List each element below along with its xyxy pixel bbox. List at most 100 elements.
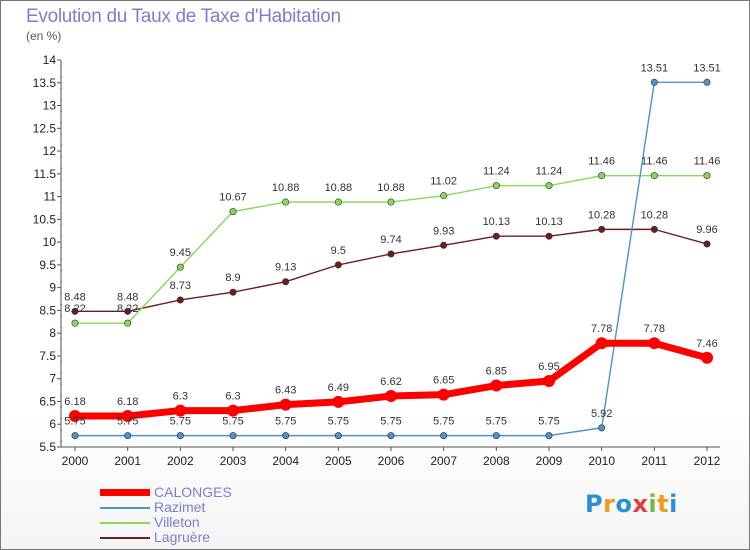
y-minor-dot: [60, 360, 62, 363]
y-minor-dot: [60, 224, 62, 226]
y-tick-label: 9.5: [39, 258, 56, 272]
logo-letter: i: [648, 490, 658, 518]
legend-swatch: [100, 489, 150, 496]
y-minor-dot: [60, 303, 62, 306]
y-minor-dot: [60, 201, 62, 204]
y-tick-label: 9: [49, 281, 56, 295]
data-label: 7.78: [644, 323, 665, 335]
data-label: 9.74: [380, 234, 401, 246]
y-tick-label: 7: [49, 372, 56, 386]
y-tick-label: 10: [43, 235, 57, 249]
data-point: [385, 390, 397, 403]
data-label: 5.75: [275, 416, 296, 428]
data-point: [648, 337, 661, 350]
y-minor-dot: [60, 372, 62, 374]
y-minor-dot: [60, 394, 62, 397]
data-point: [387, 432, 395, 440]
y-minor-dot: [60, 406, 62, 409]
data-label: 5.75: [117, 416, 138, 428]
x-tick-label: 2005: [325, 454, 352, 468]
y-minor-dot: [60, 98, 62, 101]
data-label: 11.24: [483, 166, 510, 178]
y-tick-label: 8.5: [39, 303, 56, 317]
data-label: 10.88: [377, 182, 405, 194]
data-point: [334, 432, 342, 440]
data-point: [176, 263, 184, 271]
data-label: 10.88: [325, 182, 353, 194]
data-label: 8.48: [117, 291, 138, 303]
data-label: 6.18: [117, 396, 138, 408]
data-label: 11.24: [536, 166, 563, 178]
data-point: [121, 410, 134, 423]
data-label: 9.5: [331, 245, 346, 257]
data-label: 5.75: [380, 416, 401, 428]
data-label: 5.75: [486, 416, 507, 428]
data-label: 6.3: [173, 391, 188, 403]
legend-label: Lagruère: [154, 529, 211, 545]
y-tick-label: 13.5: [33, 76, 57, 90]
data-point: [282, 198, 290, 206]
data-label: 6.49: [328, 382, 349, 394]
data-point: [492, 232, 500, 240]
data-label: 6.3: [225, 391, 240, 403]
data-point: [176, 296, 184, 304]
data-label: 10.28: [588, 209, 616, 221]
chart-title: Evolution du Taux de Taxe d'Habitation: [26, 6, 341, 27]
data-point: [334, 261, 342, 269]
data-point: [543, 374, 555, 387]
data-point: [229, 288, 237, 296]
y-minor-dot: [60, 417, 62, 420]
data-point: [229, 208, 237, 216]
y-tick-label: 11.5: [34, 167, 57, 181]
legend-label: CALONGES: [154, 484, 232, 500]
data-point: [124, 307, 132, 315]
y-tick-label: 5.5: [39, 440, 56, 454]
data-point: [332, 395, 345, 408]
data-point: [124, 432, 132, 440]
data-label: 6.18: [64, 396, 85, 408]
legend-swatch: [100, 522, 150, 524]
y-minor-dot: [60, 349, 62, 352]
y-tick-label: 14: [43, 53, 57, 67]
y-minor-dot: [60, 429, 62, 431]
data-point: [282, 432, 290, 440]
y-minor-dot: [60, 337, 62, 340]
x-tick-label: 2010: [588, 454, 615, 468]
data-point: [492, 432, 500, 440]
data-point: [545, 432, 553, 440]
data-label: 11.46: [641, 156, 668, 168]
y-minor-dot: [60, 121, 62, 124]
proxiti-logo: Proxiti: [585, 490, 678, 518]
x-tick-label: 2012: [694, 454, 721, 468]
data-point: [229, 432, 237, 440]
y-minor-dot: [60, 144, 62, 147]
data-point: [598, 172, 606, 180]
data-label: 9.96: [696, 224, 717, 236]
data-label: 6.65: [433, 375, 454, 387]
logo-letter: x: [632, 490, 649, 518]
data-label: 10.13: [535, 216, 563, 228]
data-point: [124, 319, 132, 327]
data-label: 6.95: [538, 361, 559, 373]
y-tick-label: 13: [43, 99, 57, 113]
data-point: [545, 182, 553, 190]
x-tick-label: 2001: [114, 454, 141, 468]
data-point: [650, 172, 658, 180]
y-minor-dot: [60, 76, 62, 78]
legend-label: Razimet: [154, 499, 206, 515]
x-tick-label: 2006: [378, 454, 405, 468]
y-tick-label: 11: [44, 190, 57, 204]
x-tick-label: 2002: [167, 454, 194, 468]
data-point: [703, 240, 711, 248]
data-label: 11.02: [430, 176, 457, 188]
y-minor-dot: [60, 292, 62, 295]
data-point: [387, 198, 395, 206]
data-label: 7.78: [591, 323, 612, 335]
y-minor-dot: [60, 110, 62, 113]
data-point: [701, 351, 713, 364]
x-tick-label: 2007: [430, 454, 457, 468]
data-label: 5.75: [222, 416, 243, 428]
y-minor-dot: [60, 281, 62, 283]
data-label: 5.92: [591, 408, 612, 420]
